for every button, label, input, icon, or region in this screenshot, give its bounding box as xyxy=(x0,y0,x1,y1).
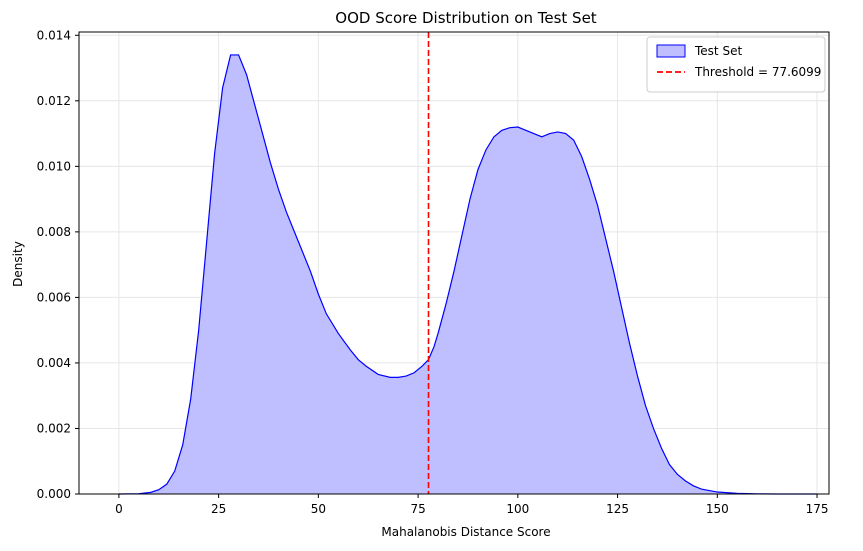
x-tick-label-1: 25 xyxy=(211,502,226,516)
x-axis-ticks: 0 25 50 75 100 125 150 175 xyxy=(115,494,828,516)
y-tick-label-0: 0.000 xyxy=(37,487,71,501)
y-tick-label-5: 0.010 xyxy=(37,159,71,173)
x-tick-label-5: 125 xyxy=(606,502,629,516)
plot-frame xyxy=(78,31,830,495)
series-layer xyxy=(118,54,818,495)
x-tick-label-7: 175 xyxy=(806,502,829,516)
y-tick-label-7: 0.014 xyxy=(37,28,71,42)
y-tick-label-1: 0.002 xyxy=(37,421,71,435)
x-tick-label-2: 50 xyxy=(311,502,326,516)
series-area-0 xyxy=(118,54,818,494)
legend-box xyxy=(646,36,826,93)
x-tick-label-0: 0 xyxy=(115,502,123,516)
y-tick-label-6: 0.012 xyxy=(37,94,71,108)
y-tick-label-3: 0.006 xyxy=(37,290,71,304)
y-tick-label-2: 0.004 xyxy=(37,356,71,370)
chart-title: OOD Score Distribution on Test Set xyxy=(335,9,596,27)
y-tick-label-4: 0.008 xyxy=(37,225,71,239)
legend-label-test-set: Test Set xyxy=(694,44,742,58)
legend-label-threshold: Threshold = 77.6099 xyxy=(694,65,821,79)
y-axis-label: Density xyxy=(11,241,25,287)
x-tick-label-4: 100 xyxy=(506,502,529,516)
legend: Test Set Threshold = 77.6099 xyxy=(646,36,826,93)
y-axis-ticks: 0.000 0.002 0.004 0.006 0.008 0.010 0.012 0.014 xyxy=(37,28,79,501)
x-axis-label: Mahalanobis Distance Score xyxy=(381,525,550,539)
x-tick-label-3: 75 xyxy=(410,502,425,516)
series-line-0 xyxy=(118,54,818,495)
x-tick-label-6: 150 xyxy=(706,502,729,516)
legend-swatch-test-set xyxy=(656,44,686,58)
